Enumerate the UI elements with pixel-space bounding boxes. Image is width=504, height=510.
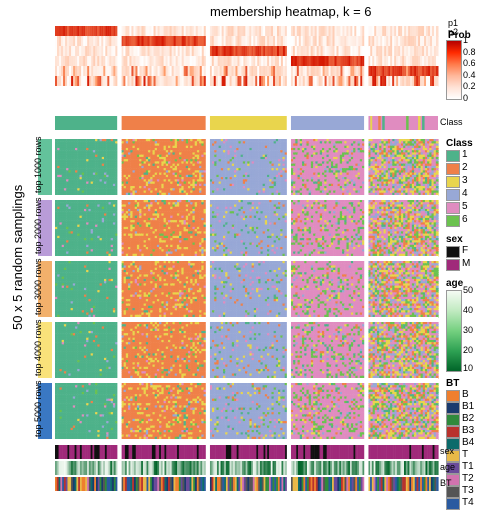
bt-label: B3 xyxy=(462,425,474,436)
bt-swatch xyxy=(446,498,460,510)
class-label: 6 xyxy=(462,214,468,225)
bt-label: T4 xyxy=(462,497,474,508)
age-tick: 10 xyxy=(463,363,473,373)
bt-label: B4 xyxy=(462,437,474,448)
bottom-bar-label-0: sex xyxy=(440,446,454,456)
class-legend-title: Class xyxy=(446,138,473,149)
bt-swatch xyxy=(446,390,460,402)
bt-swatch xyxy=(446,426,460,438)
prob-tick: 0.2 xyxy=(463,81,476,91)
bt-swatch xyxy=(446,402,460,414)
class-swatch xyxy=(446,215,460,227)
prob-tick: 1 xyxy=(463,35,468,45)
row-band-label: top 3000 rows xyxy=(33,258,43,315)
bt-legend-title: BT xyxy=(446,378,459,389)
prob-tick: 0.4 xyxy=(463,70,476,80)
prob-tick: 0 xyxy=(463,93,468,103)
bt-label: B1 xyxy=(462,401,474,412)
class-label: 5 xyxy=(462,201,468,212)
class-swatch xyxy=(446,202,460,214)
age-legend-title: age xyxy=(446,278,463,289)
bt-label: B2 xyxy=(462,413,474,424)
age-tick: 40 xyxy=(463,305,473,315)
class-label: 2 xyxy=(462,162,468,173)
sex-label: M xyxy=(462,258,470,269)
heatmap-canvas xyxy=(0,0,504,504)
bt-label: B xyxy=(462,389,469,400)
age-tick: 50 xyxy=(463,285,473,295)
sex-legend-title: sex xyxy=(446,234,463,245)
row-band-label: top 5000 rows xyxy=(33,380,43,437)
row-band-label: top 2000 rows xyxy=(33,197,43,254)
prob-tick: 0.6 xyxy=(463,58,476,68)
row-band-label: top 1000 rows xyxy=(33,136,43,193)
bt-label: T xyxy=(462,449,468,460)
prob-gradient xyxy=(446,40,462,100)
bottom-bar-label-1: age xyxy=(440,462,455,472)
age-tick: 30 xyxy=(463,325,473,335)
class-swatch xyxy=(446,163,460,175)
row-band-label: top 4000 rows xyxy=(33,319,43,376)
bt-label: T1 xyxy=(462,461,474,472)
sex-swatch xyxy=(446,246,460,258)
class-swatch xyxy=(446,176,460,188)
sex-label: F xyxy=(462,245,468,256)
class-label: 3 xyxy=(462,175,468,186)
bottom-bar-label-2: BT xyxy=(440,478,452,488)
class-label: 4 xyxy=(462,188,468,199)
prob-tick: 0.8 xyxy=(463,47,476,57)
age-gradient xyxy=(446,290,462,372)
age-tick: 20 xyxy=(463,345,473,355)
class-swatch xyxy=(446,150,460,162)
bt-swatch xyxy=(446,414,460,426)
sex-swatch xyxy=(446,259,460,271)
bt-label: T2 xyxy=(462,473,474,484)
bt-label: T3 xyxy=(462,485,474,496)
class-swatch xyxy=(446,189,460,201)
class-bar-label: Class xyxy=(440,117,463,127)
class-label: 1 xyxy=(462,149,468,160)
